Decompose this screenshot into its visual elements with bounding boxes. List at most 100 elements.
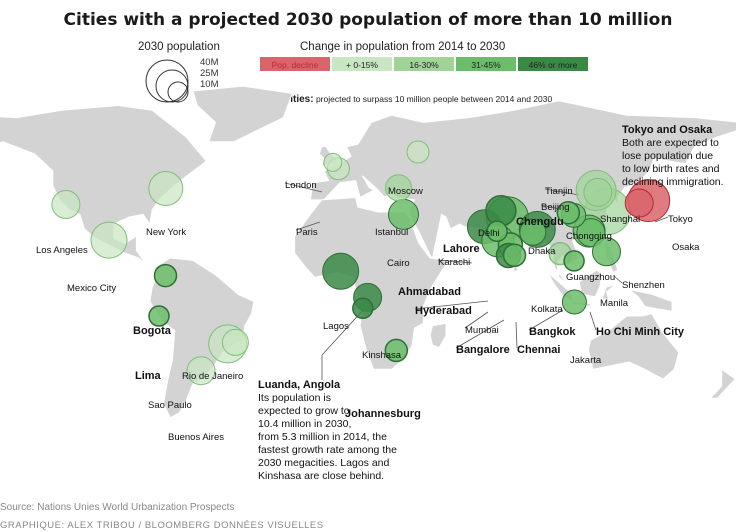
city-label-mexico-city: Mexico City <box>67 283 116 294</box>
city-label-bangkok: Bangkok <box>529 326 576 338</box>
city-label-tokyo: Tokyo <box>668 214 693 225</box>
city-labels: London Paris Moscow Istanbul Cairo New York Lo… <box>36 180 700 443</box>
city-label-london: London <box>285 180 317 191</box>
leader-line-hyderabad <box>414 300 489 310</box>
tokyo-osaka-annotation-line: to low birth rates and <box>622 163 720 175</box>
city-label-istanbul: Istanbul <box>375 227 408 238</box>
leader-line-ho-chi-minh-city <box>589 311 597 331</box>
color-legend-label-31-45: 31-45% <box>471 60 501 70</box>
leader-line-paris <box>295 221 321 231</box>
size-legend-label-25m: 25M <box>200 68 219 79</box>
city-label-los-angeles: Los Angeles <box>36 245 88 256</box>
city-bubble-tianjin <box>583 177 613 207</box>
land-new-guinea <box>628 288 673 312</box>
city-bubble-lima <box>148 305 170 327</box>
city-bubble-johannesburg <box>384 338 409 363</box>
city-label-sao-paulo: Sao Paulo <box>148 400 192 411</box>
luanda-annotation: Luanda, Angola Its population is expecte… <box>258 379 428 483</box>
city-label-bogota: Bogota <box>133 325 172 337</box>
luanda-leader-line <box>321 310 364 380</box>
color-legend-swatch-16-30 <box>394 57 454 71</box>
size-legend-label-40m: 40M <box>200 57 219 68</box>
city-label-delhi: Delhi <box>478 228 500 239</box>
color-legend-label-16-30: 16-30% <box>409 60 439 70</box>
color-legend-swatch-46-or-more <box>518 57 588 71</box>
city-bubble-istanbul <box>385 174 412 202</box>
luanda-annotation-line: Its population is <box>258 392 331 404</box>
leader-line-tianjin <box>544 188 580 196</box>
city-label-buenos-aires: Buenos Aires <box>168 432 224 443</box>
city-label-lima: Lima <box>135 370 162 382</box>
city-bubble-luanda-angola <box>352 297 374 320</box>
city-label-cairo: Cairo <box>387 258 410 269</box>
city-label-manila: Manila <box>600 298 629 309</box>
chart-title: Cities with a projected 2030 population … <box>63 10 673 30</box>
luanda-annotation-line: from 5.3 million in 2014, the <box>258 431 387 443</box>
city-label-beijing: Beijing <box>541 202 570 213</box>
leader-line-bangkok <box>528 309 564 331</box>
luanda-annotation-line: Kinshasa are close behind. <box>258 470 385 482</box>
land-sulawesi <box>601 284 616 300</box>
color-legend-label-0-15: + 0-15% <box>346 60 378 70</box>
city-label-shanghai: Shanghai <box>600 214 640 225</box>
land-new-zealand <box>709 368 736 399</box>
city-label-tianjin: Tianjin <box>545 186 573 197</box>
color-legend-swatch-31-45 <box>456 57 516 71</box>
size-legend-circle-25m <box>155 69 189 103</box>
city-bubble-jakarta <box>561 289 587 315</box>
leader-line-mumbai <box>464 311 489 329</box>
city-bubble-manila <box>592 237 621 267</box>
city-bubble-los-angeles <box>51 190 81 219</box>
city-bubble-osaka <box>624 188 654 218</box>
city-label-ho-chi-minh-city: Ho Chi Minh City <box>596 326 685 338</box>
city-bubble-cairo <box>388 198 419 230</box>
color-legend-swatch-0-15 <box>332 57 392 71</box>
city-label-dhaka: Dhaka <box>528 246 556 257</box>
size-legend-circle-40m <box>145 59 189 103</box>
luanda-annotation-line: expected to grow to <box>258 405 350 417</box>
city-label-bangalore: Bangalore <box>456 344 510 356</box>
city-label-shenzhen: Shenzhen <box>622 280 665 291</box>
city-label-jakarta: Jakarta <box>570 355 602 366</box>
city-bubble-mexico-city <box>90 221 128 259</box>
city-bubble-ho-chi-minh-city <box>563 250 585 272</box>
city-label-mumbai: Mumbai <box>465 325 499 336</box>
land-greenland <box>192 85 293 143</box>
bold-cities-note-text: projected to surpass 10 million people b… <box>313 94 553 104</box>
land-australia <box>587 313 680 380</box>
city-bubble-new-york <box>148 171 184 206</box>
size-legend-title: 2030 population <box>138 41 220 53</box>
leader-line-tokyo <box>654 216 669 223</box>
credit-note: GRAPHIQUE: ALEX TRIBOU / BLOOMBERG DONNÉ… <box>0 520 324 531</box>
city-label-ahmadabad: Ahmadabad <box>398 286 461 298</box>
leader-line-bangalore <box>455 319 505 349</box>
city-bubble-rio-de-janeiro <box>221 328 249 356</box>
luanda-annotation-line: 10.4 million in 2030, <box>258 418 352 430</box>
leader-line-shenzhen <box>613 275 623 284</box>
city-bubble-kolkata <box>519 218 547 246</box>
size-legend-circles <box>145 59 189 103</box>
luanda-annotation-line: fastest growth rate among the <box>258 444 397 456</box>
city-label-moscow: Moscow <box>388 186 423 197</box>
city-label-chennai: Chennai <box>517 344 560 356</box>
color-legend-label-46-or-more: 46% or more <box>528 60 578 70</box>
city-label-new-york: New York <box>146 227 186 238</box>
city-bubble-moscow <box>406 140 430 164</box>
luanda-annotation-title: Luanda, Angola <box>258 379 341 391</box>
size-legend-circle-10m <box>167 81 189 103</box>
city-label-karachi: Karachi <box>438 257 470 268</box>
source-note: Source: Nations Unies World Urbanization… <box>0 502 235 513</box>
city-label-guangzhou: Guangzhou <box>566 272 615 283</box>
tokyo-osaka-annotation-line: Both are expected to <box>622 137 719 149</box>
city-bubble-bogota <box>153 263 178 288</box>
city-bubbles <box>51 140 671 386</box>
city-bubble-chengdu <box>556 200 581 225</box>
leader-line-karachi <box>437 259 473 264</box>
city-label-lahore: Lahore <box>443 243 480 255</box>
city-bubble-london <box>323 152 343 172</box>
color-legend-title: Change in population from 2014 to 2030 <box>300 41 506 53</box>
city-label-chongqing: Chongqing <box>566 231 612 242</box>
city-label-kolkata: Kolkata <box>531 304 563 315</box>
city-bubble-ahmadabad <box>486 220 508 243</box>
